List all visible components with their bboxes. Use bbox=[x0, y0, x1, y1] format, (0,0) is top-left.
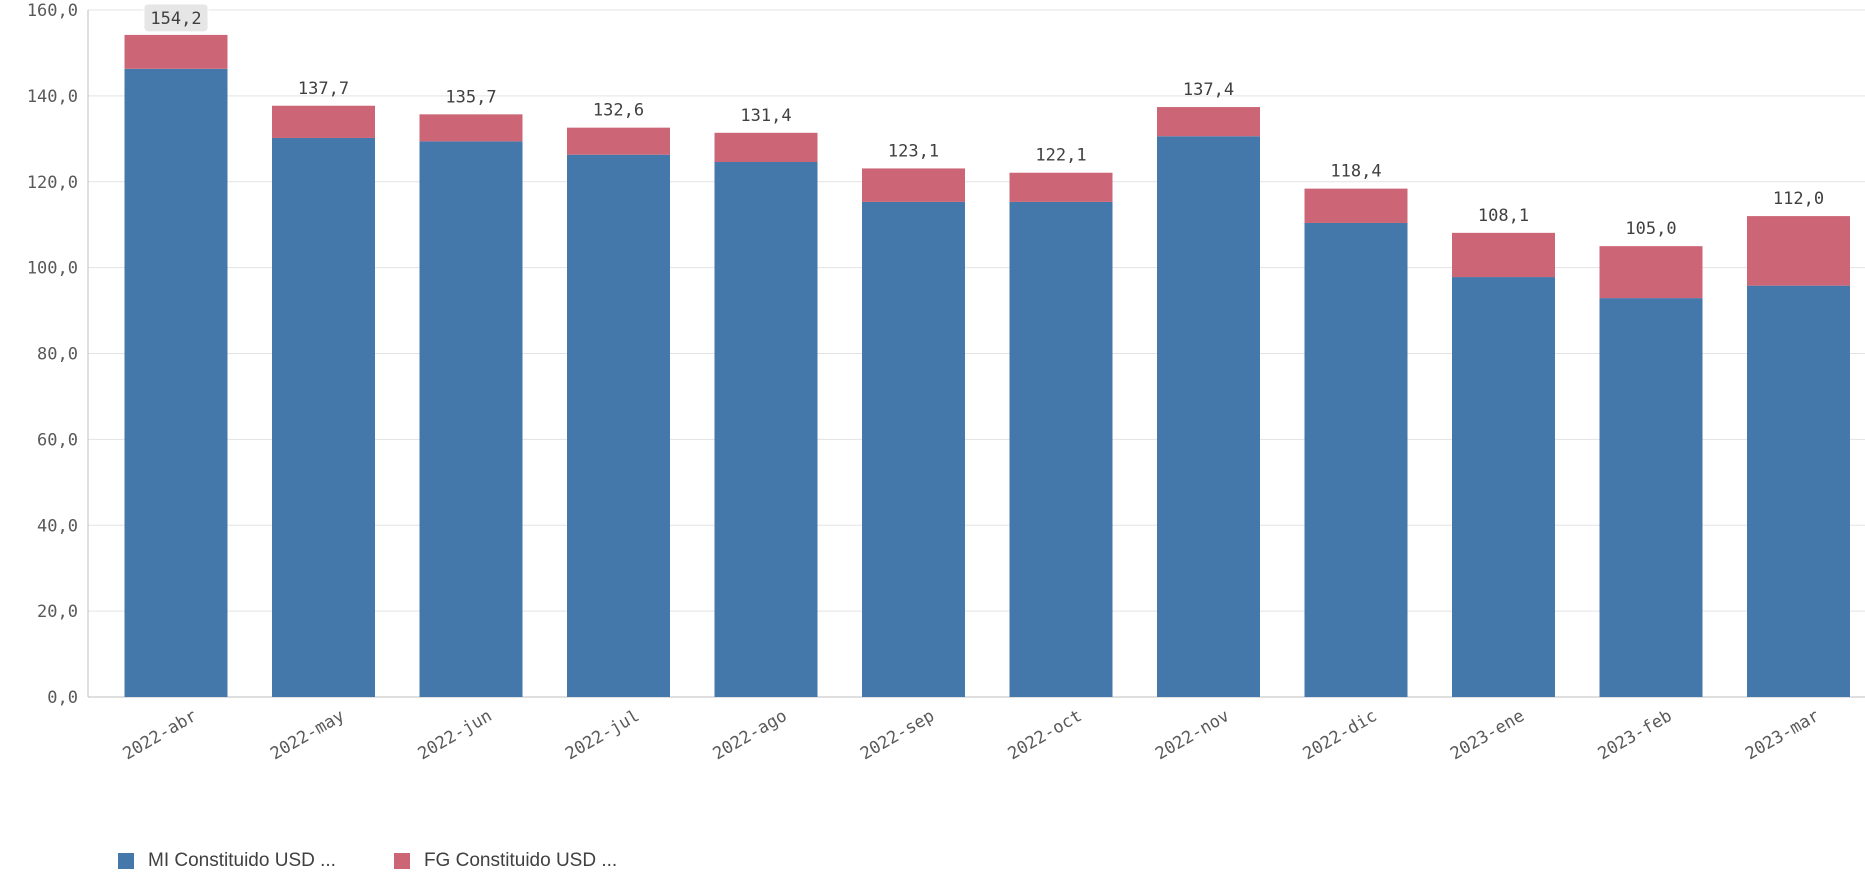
bar-segment-fg[interactable] bbox=[1157, 107, 1260, 137]
y-tick-label: 140,0 bbox=[27, 87, 78, 107]
bar-segment-fg[interactable] bbox=[1452, 232, 1555, 278]
x-tick-label: 2022-abr bbox=[120, 706, 201, 764]
legend-item-mi[interactable]: MI Constituido USD ... bbox=[118, 850, 336, 872]
bar-segment-mi[interactable] bbox=[1452, 277, 1555, 697]
bar-segment-mi[interactable] bbox=[124, 68, 228, 698]
bar-segment-mi[interactable] bbox=[567, 154, 670, 698]
x-axis: 2022-abr 2022-may 2022-jun 2022-jul 2022-ago… bbox=[120, 706, 1823, 764]
y-tick-label: 60,0 bbox=[37, 430, 78, 450]
legend-label-mi: MI Constituido USD ... bbox=[148, 850, 336, 871]
total-label: 118,4 bbox=[1330, 162, 1381, 182]
y-axis: 0,0 20,0 40,0 60,0 80,0 100,0 120,0 140,0 160,0 bbox=[27, 1, 89, 708]
total-labels: 154,2 137,7 135,7 132,6 131,4 123,1 122,1 137,4… bbox=[143, 3, 1824, 239]
bar-segment-fg[interactable] bbox=[419, 114, 523, 142]
x-tick-label: 2022-may bbox=[267, 706, 348, 764]
y-tick-label: 100,0 bbox=[27, 259, 78, 279]
x-tick-label: 2023-feb bbox=[1595, 706, 1676, 764]
bar-segment-fg[interactable] bbox=[567, 127, 670, 155]
legend-swatch-fg bbox=[393, 853, 410, 869]
bar-segment-fg[interactable] bbox=[124, 34, 228, 69]
x-tick-label: 2023-mar bbox=[1742, 706, 1823, 764]
x-tick-label: 2023-ene bbox=[1447, 706, 1528, 764]
x-tick-label: 2022-sep bbox=[857, 706, 938, 764]
bar-segment-fg[interactable] bbox=[272, 105, 375, 138]
total-label: 122,1 bbox=[1035, 146, 1086, 166]
bar-segment-mi[interactable] bbox=[1157, 136, 1260, 697]
total-label: 123,1 bbox=[888, 141, 939, 161]
y-tick-label: 0,0 bbox=[47, 688, 78, 708]
bar-segment-mi[interactable] bbox=[272, 137, 375, 698]
total-label: 137,4 bbox=[1183, 80, 1234, 100]
total-label: 108,1 bbox=[1478, 206, 1529, 226]
x-tick-label: 2022-dic bbox=[1300, 706, 1381, 764]
bar-segment-mi[interactable] bbox=[862, 201, 965, 698]
x-tick-label: 2022-jul bbox=[562, 706, 643, 764]
total-label: 112,0 bbox=[1773, 189, 1824, 209]
y-tick-label: 80,0 bbox=[37, 345, 78, 365]
legend-swatch-mi bbox=[118, 853, 134, 869]
bars bbox=[124, 34, 1850, 698]
x-tick-label: 2022-oct bbox=[1005, 706, 1086, 764]
gridlines bbox=[88, 9, 1865, 698]
total-label-highlight bbox=[143, 3, 209, 33]
bar-segment-fg[interactable] bbox=[1747, 216, 1850, 286]
bar-segment-mi[interactable] bbox=[1599, 298, 1703, 697]
y-tick-label: 40,0 bbox=[37, 516, 78, 536]
bar-segment-mi[interactable] bbox=[1747, 285, 1850, 697]
bar-segment-fg[interactable] bbox=[862, 168, 965, 202]
bar-segment-fg[interactable] bbox=[1599, 246, 1703, 299]
legend-label-fg: FG Constituido USD ... bbox=[423, 850, 618, 871]
x-tick-label: 2022-ago bbox=[710, 706, 791, 764]
total-label: 132,6 bbox=[593, 101, 644, 121]
total-label: 137,7 bbox=[298, 79, 349, 99]
total-label: 105,0 bbox=[1625, 219, 1676, 239]
bar-segment-mi[interactable] bbox=[714, 161, 818, 697]
bar-segment-mi[interactable] bbox=[1009, 201, 1113, 698]
total-label: 154,2 bbox=[150, 9, 201, 29]
bar-segment-mi[interactable] bbox=[419, 141, 523, 698]
bar-segment-fg[interactable] bbox=[1304, 188, 1408, 223]
total-label: 131,4 bbox=[740, 106, 791, 126]
x-tick-label: 2022-nov bbox=[1152, 706, 1233, 764]
total-label: 135,7 bbox=[445, 87, 496, 107]
legend-item-fg[interactable]: FG Constituido USD ... bbox=[393, 850, 618, 872]
bar-segment-fg[interactable] bbox=[714, 132, 818, 162]
y-tick-label: 160,0 bbox=[27, 1, 78, 21]
bar-segment-fg[interactable] bbox=[1009, 172, 1113, 202]
y-tick-label: 20,0 bbox=[37, 602, 78, 622]
x-tick-label: 2022-jun bbox=[415, 706, 496, 764]
bar-segment-mi[interactable] bbox=[1304, 222, 1408, 697]
stacked-bar-chart: 0,020,040,060,080,0100,0120,0140,0160,0 … bbox=[27, 1, 1865, 764]
y-tick-label: 120,0 bbox=[27, 173, 78, 193]
legend: MI Constituido USD ... FG Constituido US… bbox=[118, 850, 675, 872]
